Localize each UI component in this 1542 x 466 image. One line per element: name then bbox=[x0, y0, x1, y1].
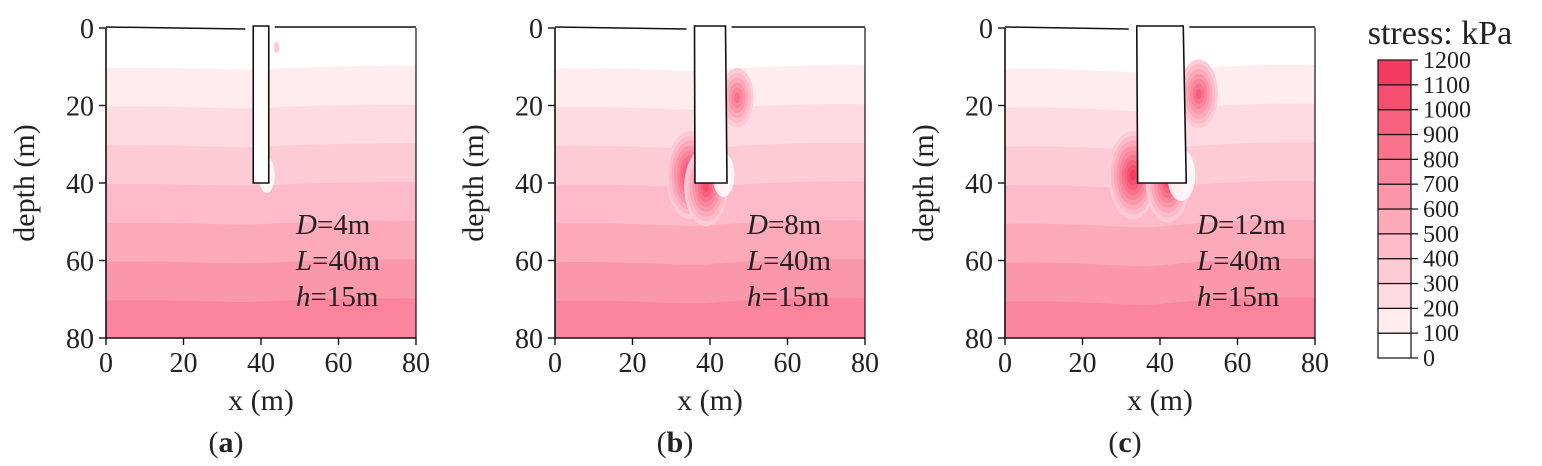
colorbar-band bbox=[1377, 59, 1412, 86]
y-tick-label: 80 bbox=[965, 324, 993, 355]
parameter-annotation: L=40m bbox=[1196, 245, 1281, 277]
y-tick-label: 20 bbox=[965, 92, 993, 123]
x-axis-label: x (m) bbox=[677, 384, 743, 417]
parameter-annotation: h=15m bbox=[1197, 281, 1280, 313]
y-tick-label: 0 bbox=[979, 14, 993, 45]
x-axis-label: x (m) bbox=[1127, 384, 1193, 417]
colorbar-label: 800 bbox=[1423, 147, 1459, 173]
colorbar-band bbox=[1377, 282, 1412, 309]
colorbar-label: 900 bbox=[1423, 123, 1459, 149]
stress-field bbox=[555, 28, 865, 338]
stress-band bbox=[555, 297, 865, 338]
pile bbox=[1135, 25, 1188, 184]
colorbar-band bbox=[1377, 183, 1412, 210]
x-tick-label: 80 bbox=[851, 348, 879, 379]
colorbar-band bbox=[1377, 133, 1412, 160]
colorbar-label: 1100 bbox=[1423, 73, 1470, 99]
x-tick-label: 40 bbox=[247, 348, 275, 379]
y-tick-label: 60 bbox=[515, 247, 543, 278]
stress-concentration bbox=[1129, 169, 1136, 181]
y-tick-label: 40 bbox=[66, 169, 94, 200]
ground-surface bbox=[105, 26, 416, 30]
colorbar-band bbox=[1377, 208, 1412, 235]
colorbar-label: 400 bbox=[1423, 247, 1459, 273]
x-tick-label: 40 bbox=[696, 348, 724, 379]
x-tick-label: 0 bbox=[548, 348, 562, 379]
y-tick-label: 20 bbox=[515, 92, 543, 123]
y-tick-label: 60 bbox=[66, 247, 94, 278]
x-tick-label: 60 bbox=[1224, 348, 1252, 379]
x-tick-label: 60 bbox=[774, 348, 802, 379]
colorbar-band bbox=[1377, 307, 1412, 334]
pile bbox=[693, 25, 728, 184]
colorbar-label: 600 bbox=[1423, 197, 1459, 223]
ground-surface bbox=[1004, 26, 1315, 30]
parameter-annotation: D=4m bbox=[295, 209, 371, 241]
colorbar-label: 100 bbox=[1423, 321, 1459, 347]
colorbar-band bbox=[1377, 109, 1412, 136]
colorbar-label: 500 bbox=[1423, 222, 1459, 248]
stress-concentration bbox=[1195, 88, 1202, 100]
y-tick-label: 20 bbox=[66, 92, 94, 123]
stress-field bbox=[106, 28, 416, 338]
colorbar-band bbox=[1377, 158, 1412, 185]
colorbar-band bbox=[1377, 332, 1412, 359]
colorbar-label: 1000 bbox=[1423, 98, 1471, 124]
stress-concentration bbox=[703, 181, 710, 193]
x-tick-label: 60 bbox=[325, 348, 353, 379]
parameter-annotation: L=40m bbox=[746, 245, 831, 277]
y-axis-label: depth (m) bbox=[8, 124, 41, 241]
x-tick-label: 0 bbox=[998, 348, 1012, 379]
y-tick-label: 80 bbox=[66, 324, 94, 355]
colorbar-title: stress: kPa bbox=[1368, 15, 1513, 52]
y-tick-label: 60 bbox=[965, 247, 993, 278]
colorbar-band bbox=[1377, 258, 1412, 285]
colorbar-label: 1200 bbox=[1423, 48, 1471, 74]
x-axis-label: x (m) bbox=[228, 384, 294, 417]
y-tick-label: 40 bbox=[965, 169, 993, 200]
colorbar-band bbox=[1377, 233, 1412, 260]
stress-concentration bbox=[273, 41, 280, 53]
x-tick-label: 40 bbox=[1146, 348, 1174, 379]
x-tick-label: 0 bbox=[99, 348, 113, 379]
parameter-annotation: D=8m bbox=[746, 209, 822, 241]
x-tick-label: 20 bbox=[170, 348, 198, 379]
colorbar-label: 300 bbox=[1423, 272, 1459, 298]
panel-caption: (a) bbox=[209, 426, 244, 459]
y-tick-label: 40 bbox=[515, 169, 543, 200]
x-tick-label: 20 bbox=[1069, 348, 1097, 379]
parameter-annotation: h=15m bbox=[296, 281, 379, 313]
parameter-annotation: D=12m bbox=[1196, 209, 1286, 241]
pile bbox=[252, 25, 270, 184]
panel-caption: (b) bbox=[657, 426, 694, 459]
y-axis-label: depth (m) bbox=[457, 124, 490, 241]
x-tick-label: 80 bbox=[1301, 348, 1329, 379]
stress-concentration bbox=[734, 92, 741, 104]
y-tick-label: 0 bbox=[529, 14, 543, 45]
panel-caption: (c) bbox=[1108, 426, 1141, 459]
x-tick-label: 80 bbox=[402, 348, 430, 379]
colorbar-label: 200 bbox=[1423, 296, 1459, 322]
y-axis-label: depth (m) bbox=[907, 124, 940, 241]
x-tick-label: 20 bbox=[619, 348, 647, 379]
colorbar-band bbox=[1377, 84, 1412, 111]
stress-colorbar: stress: kPa 0100200300400500600700800900… bbox=[1368, 15, 1513, 372]
y-tick-label: 0 bbox=[80, 14, 94, 45]
parameter-annotation: L=40m bbox=[295, 245, 380, 277]
y-tick-label: 80 bbox=[515, 324, 543, 355]
stress-band bbox=[106, 298, 416, 338]
colorbar-label: 700 bbox=[1423, 172, 1459, 198]
parameter-annotation: h=15m bbox=[747, 281, 830, 313]
stress-band bbox=[1005, 297, 1315, 338]
colorbar-label: 0 bbox=[1423, 346, 1435, 372]
ground-surface bbox=[554, 26, 865, 30]
